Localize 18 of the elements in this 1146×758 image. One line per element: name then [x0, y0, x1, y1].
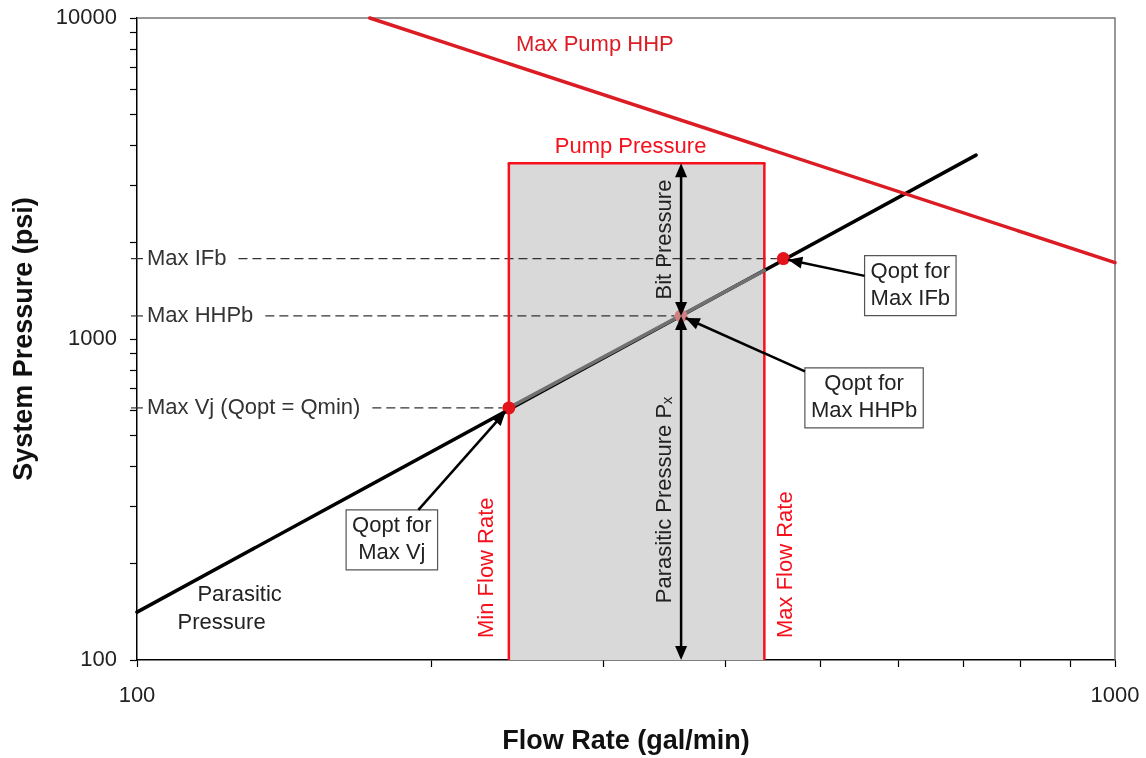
series-label: Max Pump HHP	[516, 30, 674, 56]
ref-line-label: Max Flow Rate	[772, 491, 798, 638]
annotation: Bit Pressure	[651, 179, 677, 300]
y-tick-label: 100	[80, 646, 117, 672]
ref-line-label: Max Vj (Qopt = Qmin)	[147, 393, 361, 419]
annotation: Qopt for Max HHPb	[810, 370, 918, 423]
y-tick-label: 1000	[68, 325, 117, 351]
series-label: Pump Pressure	[554, 133, 707, 159]
ref-line-label: Max IFb	[147, 244, 227, 270]
y-tick-label: 10000	[55, 4, 117, 30]
annotation: Qopt for Max Vj	[352, 512, 432, 565]
ref-line-label: Max HHPb	[147, 301, 254, 327]
annotation: Parasitic Pressure Pₓ	[651, 395, 677, 604]
series-label: Parasitic Pressure	[177, 580, 282, 634]
y-axis-title: System Pressure (psi)	[7, 197, 38, 481]
x-axis-title: Flow Rate (gal/min)	[502, 725, 750, 756]
ref-line-label: Min Flow Rate	[472, 497, 498, 638]
annotation: Qopt for Max IFb	[870, 258, 951, 311]
